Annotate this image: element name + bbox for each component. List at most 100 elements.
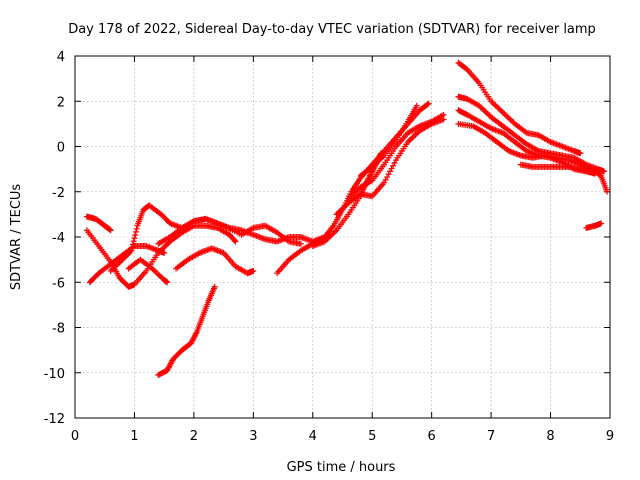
data-point [577,150,584,157]
grid-lines [75,56,610,418]
data-point [158,274,165,281]
x-tick-label: 0 [71,429,79,444]
y-tick-label: 2 [57,95,65,110]
data-point [129,244,136,251]
data-point [410,133,417,140]
y-axis-label: SDTVAR / TECUs [9,184,24,291]
data-point [382,176,389,183]
data-point [231,237,238,244]
data-point [495,105,502,112]
data-point [162,242,169,249]
data-point [391,159,398,166]
data-point [412,131,419,138]
data-point [132,228,139,235]
data-point [500,109,506,116]
data-point [508,118,515,125]
data-point [133,225,140,232]
data-point [407,136,414,143]
data-point [164,279,171,286]
x-tick-label: 8 [546,429,554,444]
data-point [497,106,504,113]
y-tick-labels: -12 -10 -8 -6 -4 -2 0 2 4 [44,50,65,427]
data-point [155,271,162,278]
data-point [250,267,257,274]
x-tick-label: 7 [487,429,495,444]
x-tick-label: 5 [368,429,376,444]
data-point [589,168,596,175]
data-point [232,238,239,245]
y-tick-label: 4 [57,50,65,65]
series-track-13 [357,102,420,179]
data-point [425,100,432,107]
x-tick-label: 2 [190,429,198,444]
x-tick-label: 4 [309,429,317,444]
series-track-6 [155,215,328,247]
data-point [127,248,134,255]
series-track-8 [173,245,257,277]
data-point [152,268,159,275]
data-point [107,227,114,234]
y-tick-label: 0 [57,141,65,156]
data-point [494,103,501,110]
series-track-7 [155,283,218,379]
data-point [156,272,163,279]
y-tick-label: -10 [44,367,65,382]
data-point [480,107,487,114]
data-point [164,241,171,248]
data-point [483,109,490,116]
data-point [161,249,168,256]
data-point [132,232,139,239]
data-point [297,240,304,247]
data-point [424,101,431,108]
data-point [406,137,413,144]
data-point [384,174,391,181]
y-tick-label: -2 [52,186,65,201]
data-point [498,108,505,115]
x-axis-label: GPS time / hours [287,460,396,475]
data-point [502,112,509,119]
x-tick-label: 3 [249,429,257,444]
data-point [482,108,489,115]
data-point [501,110,508,117]
y-tick-label: -12 [44,412,65,427]
data-point [507,116,514,123]
x-tick-labels: 0 1 2 3 4 5 6 7 8 9 [71,429,614,444]
data-point [129,241,136,248]
y-tick-label: -6 [52,276,65,291]
series-track-5 [125,256,171,286]
plot-frame [74,55,611,419]
data-point [387,168,394,175]
series-track-11 [333,116,447,218]
data-point [211,283,218,290]
data-point [388,165,395,172]
series-track-17 [455,120,611,195]
data-point [491,101,498,108]
data-point [604,188,611,195]
series-track-3 [86,243,168,286]
series-track-9 [274,100,432,277]
data-point [413,130,420,137]
series-track-18 [517,161,596,175]
x-tick-label: 1 [130,429,138,444]
data-point [153,269,160,276]
data-point [485,111,492,118]
series-track-1 [83,213,114,234]
data-point [131,235,138,242]
series-track-14 [455,59,584,157]
data-point [492,102,499,109]
data-point [504,113,511,120]
y-tick-label: -4 [52,231,65,246]
data-point [390,162,397,169]
data-point [385,171,392,178]
data-point [409,134,416,141]
series-track-12 [345,111,447,202]
x-tick-label: 9 [606,429,614,444]
y-tick-label: -8 [52,322,65,337]
data-point [413,102,420,109]
data-point [479,105,486,112]
data-series [83,59,611,379]
data-point [489,99,496,106]
data-point [598,220,605,227]
data-point [505,115,512,122]
